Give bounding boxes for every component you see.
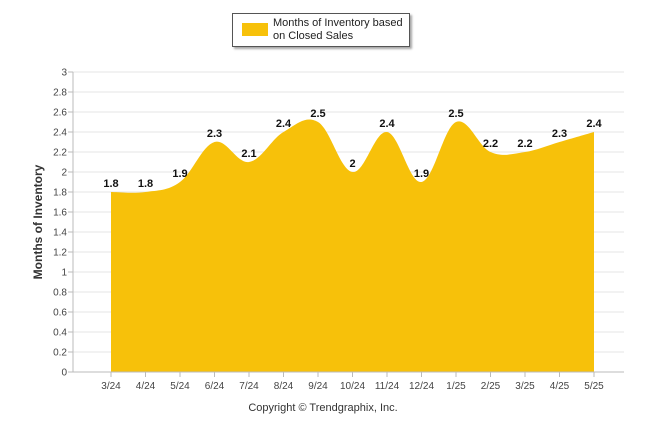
y-tick-label: 1.2	[53, 248, 67, 259]
data-label: 2	[349, 158, 355, 170]
legend-swatch	[242, 23, 268, 36]
data-label: 2.3	[552, 128, 567, 140]
data-label: 2.3	[207, 128, 222, 140]
copyright-footer: Copyright © Trendgraphix, Inc.	[248, 402, 398, 414]
x-tick-label: 4/25	[550, 381, 570, 392]
y-tick-label: 0.2	[53, 348, 67, 359]
data-label: 2.4	[276, 118, 292, 130]
x-tick-label: 2/25	[481, 381, 501, 392]
x-tick-label: 5/24	[170, 381, 190, 392]
data-label: 2.5	[310, 108, 325, 120]
data-label: 2.5	[448, 108, 463, 120]
y-tick-label: 2.8	[53, 88, 67, 99]
data-label: 1.9	[414, 168, 429, 180]
x-tick-label: 9/24	[308, 381, 328, 392]
data-label: 1.8	[138, 178, 153, 190]
y-tick-label: 1.8	[53, 188, 67, 199]
y-tick-label: 0.6	[53, 308, 67, 319]
y-tick-label: 2	[61, 168, 67, 179]
data-label: 2.2	[517, 138, 532, 150]
x-tick-label: 12/24	[409, 381, 434, 392]
data-label: 2.1	[241, 148, 256, 160]
x-tick-label: 8/24	[274, 381, 294, 392]
data-label: 2.2	[483, 138, 498, 150]
x-tick-label: 10/24	[340, 381, 365, 392]
x-tick-label: 5/25	[584, 381, 604, 392]
x-tick-label: 6/24	[205, 381, 225, 392]
y-tick-label: 2.6	[53, 108, 67, 119]
y-tick-label: 1.6	[53, 208, 67, 219]
y-tick-label: 2.2	[53, 148, 67, 159]
data-label: 2.4	[586, 118, 602, 130]
data-label: 1.9	[172, 168, 187, 180]
y-tick-label: 3	[61, 68, 67, 79]
y-tick-label: 0	[61, 368, 67, 379]
y-tick-label: 0.8	[53, 288, 67, 299]
area-series	[111, 119, 594, 372]
y-tick-label: 2.4	[53, 128, 67, 139]
chart-legend: Months of Inventory based on Closed Sale…	[232, 13, 410, 47]
x-tick-label: 7/24	[239, 381, 259, 392]
x-tick-label: 4/24	[136, 381, 156, 392]
y-tick-label: 1	[61, 268, 67, 279]
x-tick-label: 3/25	[515, 381, 535, 392]
legend-label: Months of Inventory based on Closed Sale…	[273, 17, 403, 42]
x-tick-label: 11/24	[375, 381, 400, 392]
data-label: 1.8	[103, 178, 118, 190]
data-label: 2.4	[379, 118, 395, 130]
y-axis-title: Months of Inventory	[31, 164, 45, 280]
x-tick-label: 3/24	[101, 381, 121, 392]
y-tick-label: 1.4	[53, 228, 67, 239]
x-tick-label: 1/25	[446, 381, 466, 392]
y-tick-label: 0.4	[53, 328, 67, 339]
